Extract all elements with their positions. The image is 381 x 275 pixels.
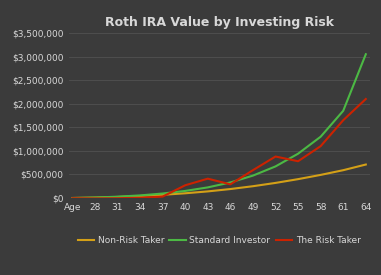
Non-Risk Taker: [341, 169, 346, 172]
Non-Risk Taker: [273, 181, 278, 185]
The Risk Taker: [228, 183, 233, 186]
The Risk Taker: [138, 196, 142, 199]
The Risk Taker: [205, 177, 210, 180]
Non-Risk Taker: [115, 195, 120, 199]
Line: Standard Investor: Standard Investor: [72, 54, 366, 198]
Legend: Non-Risk Taker, Standard Investor, The Risk Taker: Non-Risk Taker, Standard Investor, The R…: [74, 232, 364, 248]
Standard Investor: [93, 196, 97, 199]
Standard Investor: [296, 152, 300, 155]
The Risk Taker: [319, 144, 323, 148]
Non-Risk Taker: [93, 196, 97, 199]
Non-Risk Taker: [228, 187, 233, 191]
The Risk Taker: [296, 160, 300, 163]
Standard Investor: [363, 53, 368, 56]
The Risk Taker: [70, 197, 75, 200]
The Risk Taker: [183, 184, 187, 187]
Standard Investor: [160, 192, 165, 195]
The Risk Taker: [160, 195, 165, 198]
Standard Investor: [319, 135, 323, 138]
Standard Investor: [183, 189, 187, 192]
Line: Non-Risk Taker: Non-Risk Taker: [72, 164, 366, 198]
Standard Investor: [251, 174, 255, 177]
Standard Investor: [205, 186, 210, 189]
The Risk Taker: [273, 155, 278, 158]
The Risk Taker: [363, 97, 368, 101]
Standard Investor: [70, 196, 75, 200]
The Risk Taker: [115, 197, 120, 200]
Non-Risk Taker: [296, 177, 300, 181]
Non-Risk Taker: [363, 163, 368, 166]
Non-Risk Taker: [160, 193, 165, 196]
Standard Investor: [138, 194, 142, 197]
The Risk Taker: [93, 197, 97, 200]
Title: Roth IRA Value by Investing Risk: Roth IRA Value by Investing Risk: [104, 16, 334, 29]
Non-Risk Taker: [319, 173, 323, 177]
Non-Risk Taker: [70, 196, 75, 200]
Standard Investor: [341, 109, 346, 112]
Standard Investor: [273, 165, 278, 168]
Non-Risk Taker: [183, 192, 187, 195]
The Risk Taker: [341, 119, 346, 122]
The Risk Taker: [251, 169, 255, 172]
Standard Investor: [115, 195, 120, 198]
Non-Risk Taker: [251, 185, 255, 188]
Non-Risk Taker: [205, 190, 210, 193]
Line: The Risk Taker: The Risk Taker: [72, 99, 366, 198]
Non-Risk Taker: [138, 194, 142, 198]
Standard Investor: [228, 181, 233, 184]
